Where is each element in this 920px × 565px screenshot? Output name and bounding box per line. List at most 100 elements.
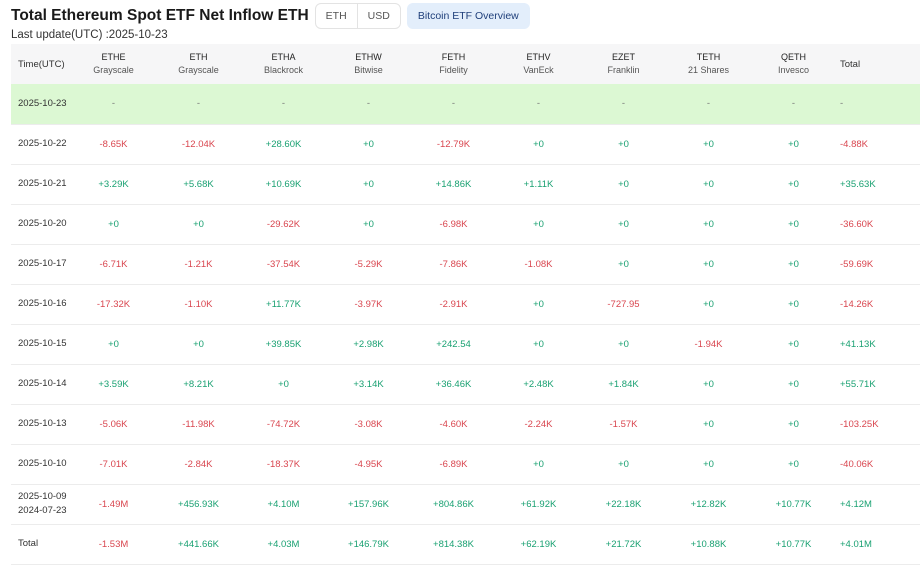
- time-header: Time(UTC): [18, 58, 65, 70]
- flow-cell: -2.24K: [496, 404, 581, 444]
- flow-cell: +4.03M: [241, 524, 326, 564]
- flow-cell: +0: [496, 204, 581, 244]
- flow-value: +36.46K: [435, 378, 472, 390]
- unit-eth-button[interactable]: ETH: [325, 10, 347, 22]
- col-issuer: Fidelity: [439, 65, 468, 75]
- flow-cell: +22.18K: [581, 484, 666, 524]
- flow-cell: -: [71, 84, 156, 124]
- flow-value: +0: [618, 258, 629, 270]
- flow-cell: +14.86K: [411, 164, 496, 204]
- table-row: 2025-10-14 +3.59K +8.21K +0 +3.14K +36.46K +2.…: [11, 364, 920, 404]
- flow-cell: -6.98K: [411, 204, 496, 244]
- col-issuer: VanEck: [523, 65, 554, 75]
- flow-cell: +0: [751, 124, 836, 164]
- table-row: 2025-10-16 -17.32K -1.10K +11.77K -3.97K -2.9…: [11, 284, 920, 324]
- flow-cell: +0: [751, 204, 836, 244]
- flow-value: -7.86K: [439, 258, 468, 270]
- flow-value: -1.53M: [98, 538, 129, 550]
- flow-cell: +11.77K: [241, 284, 326, 324]
- flow-cell: -5.29K: [326, 244, 411, 284]
- flow-cell: +12.82K: [666, 484, 751, 524]
- flow-cell: +10.77K: [751, 524, 836, 564]
- flow-value: -12.79K: [436, 138, 471, 150]
- row-time: 2025-10-13: [11, 404, 71, 444]
- flow-cell: +62.19K: [496, 524, 581, 564]
- flow-value: -: [451, 98, 456, 110]
- flow-cell: +0: [71, 204, 156, 244]
- flow-cell: +61.92K: [496, 484, 581, 524]
- row-total-cell: -: [836, 84, 920, 124]
- flow-value: +0: [788, 338, 799, 350]
- table-row: 2025-10-20 +0 +0 -29.62K +0 -6.98K +0 +0 +0 +0 -36…: [11, 204, 920, 244]
- flow-value: +0: [533, 218, 544, 230]
- flow-value: +4.01M: [840, 538, 872, 550]
- flow-cell: -2.91K: [411, 284, 496, 324]
- flow-cell: -4.95K: [326, 444, 411, 484]
- flow-cell: +146.79K: [326, 524, 411, 564]
- unit-toggle: ETH USD: [314, 3, 401, 29]
- flow-value: +0: [788, 138, 799, 150]
- flow-cell: +3.59K: [71, 364, 156, 404]
- flow-cell: -11.98K: [156, 404, 241, 444]
- col-ticker: EZET: [611, 52, 635, 62]
- flow-value: +0: [703, 138, 714, 150]
- flow-value: +3.14K: [353, 378, 384, 390]
- col-issuer: Blackrock: [263, 65, 303, 75]
- flow-cell: +21.72K: [581, 524, 666, 564]
- flow-cell: -: [156, 84, 241, 124]
- flow-value: +0: [703, 258, 714, 270]
- row-time: 2025-10-10: [11, 444, 71, 484]
- flow-value: +146.79K: [348, 538, 389, 550]
- flow-value: +10.69K: [265, 178, 302, 190]
- flow-value: +441.66K: [178, 538, 219, 550]
- flow-value: +2.48K: [523, 378, 554, 390]
- flow-value: -6.89K: [439, 458, 468, 470]
- total-header: Total: [840, 58, 861, 70]
- bitcoin-etf-overview-button[interactable]: Bitcoin ETF Overview: [406, 3, 530, 29]
- flow-cell: +0: [496, 284, 581, 324]
- flow-value: +0: [703, 298, 714, 310]
- flow-cell: +0: [326, 124, 411, 164]
- flow-value: -: [706, 98, 711, 110]
- flow-cell: +0: [581, 444, 666, 484]
- flow-cell: -37.54K: [241, 244, 326, 284]
- col-ticker: ETHW: [355, 52, 382, 62]
- col-header: TETH 21 Shares: [666, 44, 751, 84]
- page-header: Total Ethereum Spot ETF Net Inflow ETH E…: [11, 2, 530, 30]
- flow-cell: -: [241, 84, 326, 124]
- unit-usd-button[interactable]: USD: [356, 4, 400, 28]
- col-header: ETHV VanEck: [496, 44, 581, 84]
- flow-cell: +0: [666, 284, 751, 324]
- flow-value: +0: [788, 218, 799, 230]
- col-header: ETHE Grayscale: [71, 44, 156, 84]
- flow-value: -1.10K: [184, 298, 213, 310]
- etf-flow-table: Time(UTC) ETHE Grayscale ETH Grayscale ETH…: [11, 44, 920, 565]
- flow-value: +0: [618, 178, 629, 190]
- flow-value: +10.77K: [775, 498, 812, 510]
- flow-cell: +0: [666, 364, 751, 404]
- flow-value: -36.60K: [840, 218, 874, 230]
- row-total-cell: -14.26K: [836, 284, 920, 324]
- flow-value: -5.06K: [99, 418, 128, 430]
- flow-value: -2.91K: [439, 298, 468, 310]
- flow-value: +21.72K: [605, 538, 642, 550]
- row-total-cell: -103.25K: [836, 404, 920, 444]
- flow-cell: +0: [156, 204, 241, 244]
- flow-cell: -727.95: [581, 284, 666, 324]
- flow-value: -: [111, 98, 116, 110]
- row-date: 2025-10-10: [18, 458, 67, 469]
- flow-value: -: [840, 98, 844, 110]
- flow-value: -4.88K: [840, 138, 868, 150]
- row-time: Total: [11, 524, 71, 564]
- flow-cell: -7.01K: [71, 444, 156, 484]
- col-issuer: Grayscale: [178, 65, 219, 75]
- flow-value: +0: [788, 178, 799, 190]
- flow-value: +12.82K: [690, 498, 727, 510]
- flow-value: +0: [363, 138, 374, 150]
- flow-cell: +0: [496, 324, 581, 364]
- flow-cell: +0: [666, 124, 751, 164]
- flow-cell: +10.88K: [666, 524, 751, 564]
- flow-cell: +0: [71, 324, 156, 364]
- flow-value: +8.21K: [183, 378, 214, 390]
- row-date: 2025-10-22: [18, 138, 67, 149]
